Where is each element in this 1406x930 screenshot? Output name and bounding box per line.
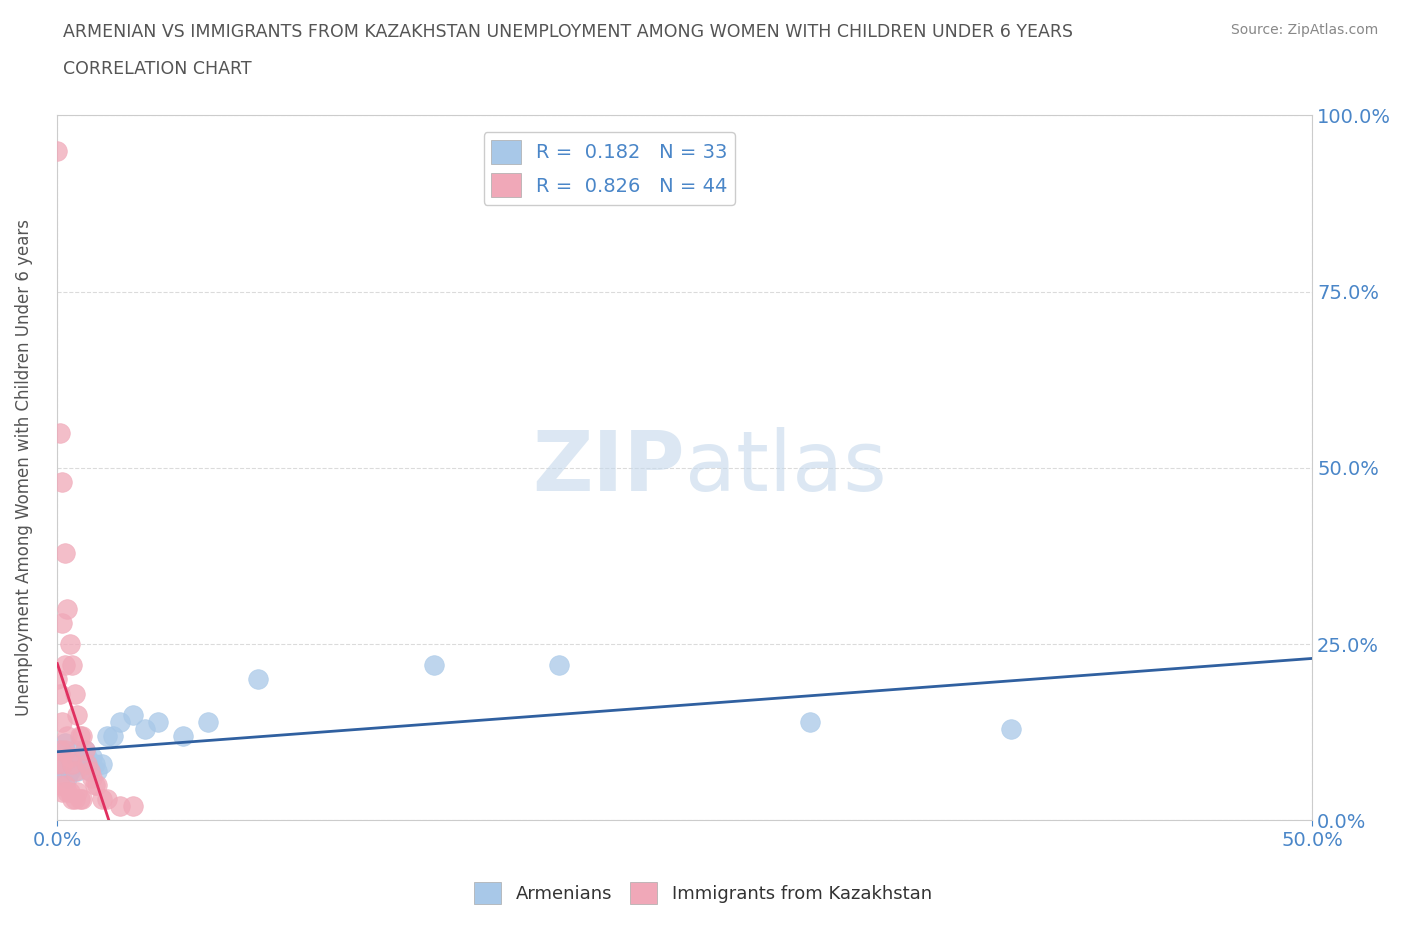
Point [46,757,69,772]
Point [121,799,143,814]
Text: ZIP: ZIP [533,428,685,509]
Point [53,777,76,792]
Point [91,757,114,772]
Point [53,658,76,672]
Point [108,799,131,814]
Point [66,764,89,778]
Point [56,785,79,800]
Text: ARMENIAN VS IMMIGRANTS FROM KAZAKHSTAN UNEMPLOYMENT AMONG WOMEN WITH CHILDREN UN: ARMENIAN VS IMMIGRANTS FROM KAZAKHSTAN U… [63,23,1073,41]
Point [60,791,83,806]
Point [197,714,219,729]
Point [49,686,72,701]
Y-axis label: Unemployment Among Women with Children Under 6 years: Unemployment Among Women with Children U… [15,219,32,716]
Point [66,708,89,723]
Point [51,714,73,729]
Point [72,728,94,743]
Text: Source: ZipAtlas.com: Source: ZipAtlas.com [1230,23,1378,37]
Point [69,728,91,743]
Point [51,616,73,631]
Point [59,785,82,800]
Legend: R =  0.182   N = 33, R =  0.826   N = 44: R = 0.182 N = 33, R = 0.826 N = 44 [484,132,735,205]
Point [46,757,69,772]
Point [247,672,270,687]
Point [51,474,73,489]
Point [60,757,83,772]
Point [101,728,124,743]
Point [53,742,76,757]
Point [96,728,118,743]
Point [51,757,73,772]
Point [59,764,82,778]
Point [79,764,101,778]
Point [108,714,131,729]
Point [60,757,83,772]
Point [53,545,76,560]
Point [172,728,194,743]
Legend: Armenians, Immigrants from Kazakhstan: Armenians, Immigrants from Kazakhstan [467,875,939,911]
Point [84,777,107,792]
Point [56,602,79,617]
Point [49,777,72,792]
Point [69,791,91,806]
Point [51,785,73,800]
Point [79,764,101,778]
Text: atlas: atlas [685,428,886,509]
Point [53,736,76,751]
Point [53,757,76,772]
Point [63,791,86,806]
Point [63,764,86,778]
Point [82,750,104,764]
Point [91,791,114,806]
Point [86,764,108,778]
Point [66,785,89,800]
Point [72,757,94,772]
Point [96,791,118,806]
Point [73,742,96,757]
Point [548,658,571,672]
Point [49,764,72,778]
Point [60,658,83,672]
Point [134,722,156,737]
Point [84,757,107,772]
Point [146,714,169,729]
Point [51,742,73,757]
Point [56,771,79,786]
Point [59,750,82,764]
Point [799,714,821,729]
Point [73,742,96,757]
Point [59,637,82,652]
Point [76,750,98,764]
Point [49,425,72,440]
Point [76,757,98,772]
Text: CORRELATION CHART: CORRELATION CHART [63,60,252,78]
Point [63,686,86,701]
Point [46,672,69,687]
Point [121,708,143,723]
Point [49,742,72,757]
Point [1000,722,1022,737]
Point [56,728,79,743]
Point [69,750,91,764]
Point [63,742,86,757]
Point [82,771,104,786]
Point [46,143,69,158]
Point [423,658,446,672]
Point [86,777,108,792]
Point [72,791,94,806]
Point [59,750,82,764]
